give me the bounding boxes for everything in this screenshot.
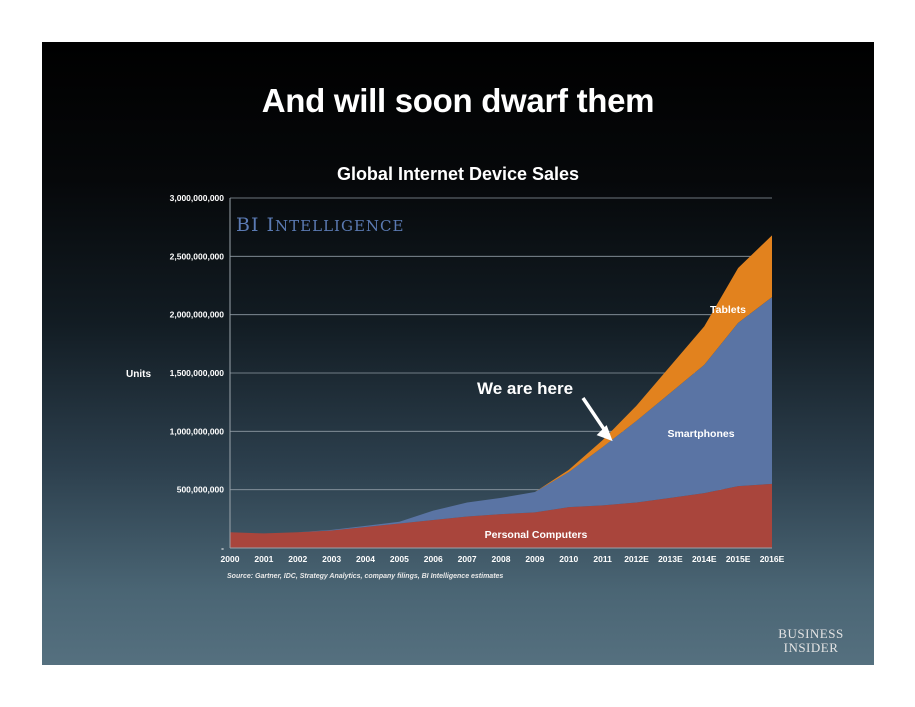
y-tick-label: 1,500,000,000 — [170, 368, 225, 378]
x-tick-label: 2007 — [458, 554, 477, 564]
logo-line-1: BUSINESS — [778, 626, 844, 641]
y-tick-label: 2,000,000,000 — [170, 310, 225, 320]
area-chart: - 500,000,000 1,000,000,000 1,500,000,000 2,… — [126, 193, 785, 564]
logo-line-2: INSIDER — [783, 640, 839, 655]
annotation-arrow-head — [596, 425, 613, 442]
x-tick-label: 2001 — [254, 554, 273, 564]
y-tick-label: 3,000,000,000 — [170, 193, 225, 203]
chart-axes — [229, 198, 772, 549]
x-tick-label: 2003 — [322, 554, 341, 564]
y-tick-label: - — [221, 543, 224, 553]
x-tick-label: 2010 — [559, 554, 578, 564]
x-tick-label: 2009 — [525, 554, 544, 564]
x-tick-label: 2004 — [356, 554, 375, 564]
y-axis-title: Units — [126, 369, 151, 380]
x-tick-label: 2016E — [760, 554, 785, 564]
y-tick-label: 500,000,000 — [177, 485, 225, 495]
x-tick-label: 2005 — [390, 554, 409, 564]
y-tick-label: 2,500,000,000 — [170, 251, 225, 261]
area-series-tablets — [230, 235, 772, 534]
series-label-personal-computers: Personal Computers — [485, 529, 588, 541]
annotation-text: We are here — [477, 379, 573, 398]
x-tick-label: 2002 — [288, 554, 307, 564]
x-tick-label: 2008 — [492, 554, 511, 564]
series-label-smartphones: Smartphones — [667, 428, 734, 440]
series-labels: Personal Computers Smartphones Tablets — [485, 304, 747, 541]
slide-headline: And will soon dwarf them — [261, 82, 655, 119]
x-tick-label: 2015E — [726, 554, 751, 564]
area-series-smartphones — [230, 297, 772, 534]
bi-intelligence-logo: BI INTELLIGENCE — [236, 214, 405, 236]
chart-annotation: We are here — [477, 379, 613, 442]
series-label-tablets: Tablets — [710, 304, 746, 316]
chart-source-note: Source: Gartner, IDC, Strategy Analytics… — [227, 573, 504, 580]
y-tick-label: 1,000,000,000 — [170, 426, 225, 436]
chart-areas — [230, 235, 772, 548]
y-tick-labels: - 500,000,000 1,000,000,000 1,500,000,000 2,… — [126, 193, 224, 553]
x-tick-labels: 2000 2001 2002 2003 2004 2005 2006 2007 2008 2009… — [221, 554, 785, 564]
x-tick-label: 2000 — [221, 554, 240, 564]
x-tick-label: 2012E — [624, 554, 649, 564]
area-series-personal-computers — [230, 483, 772, 548]
business-insider-logo: BUSINESS INSIDER — [771, 627, 851, 655]
x-tick-label: 2011 — [593, 554, 612, 564]
slide: And will soon dwarf them Global Internet… — [42, 42, 874, 665]
x-tick-label: 2013E — [658, 554, 683, 564]
x-tick-label: 2014E — [692, 554, 717, 564]
chart-title: Global Internet Device Sales — [336, 164, 580, 184]
x-tick-label: 2006 — [424, 554, 443, 564]
